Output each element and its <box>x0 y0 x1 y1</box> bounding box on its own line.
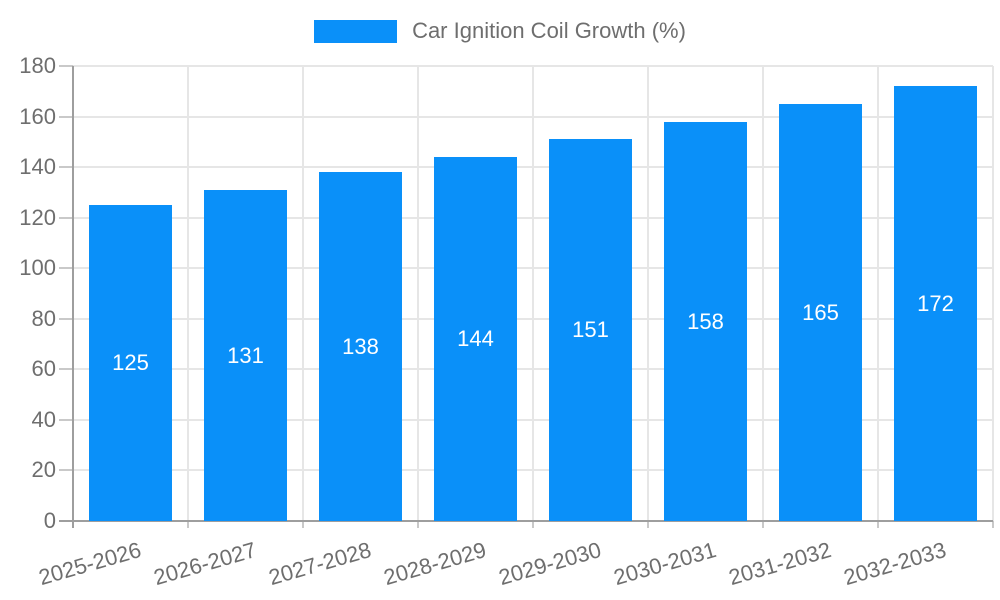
bar-value-label: 125 <box>112 350 149 375</box>
legend-swatch <box>314 19 398 43</box>
x-axis-line <box>59 520 993 522</box>
y-axis-label: 0 <box>43 508 56 533</box>
x-tick <box>417 521 419 528</box>
y-tick <box>59 166 73 169</box>
x-tick <box>187 521 189 528</box>
bar-2030-2031[interactable]: 158 <box>664 122 747 521</box>
bar-2028-2029[interactable]: 144 <box>434 157 517 521</box>
y-tick <box>59 267 73 270</box>
x-tick <box>877 521 879 528</box>
y-axis-label: 60 <box>31 356 56 382</box>
y-tick <box>59 65 73 67</box>
bar-2029-2030[interactable]: 151 <box>549 139 632 521</box>
x-gridline <box>532 66 534 521</box>
x-tick <box>532 521 534 528</box>
y-axis-label: 120 <box>19 204 56 230</box>
bar-2026-2027[interactable]: 131 <box>204 190 287 521</box>
x-gridline <box>877 66 879 521</box>
x-tick <box>762 521 764 528</box>
x-tick <box>647 521 649 528</box>
x-gridline <box>417 66 419 521</box>
bar-2027-2028[interactable]: 138 <box>319 172 402 521</box>
bar-value-label: 131 <box>227 342 264 368</box>
y-tick <box>59 115 73 118</box>
y-axis-label: 100 <box>19 255 56 281</box>
bar-value-label: 158 <box>687 308 724 334</box>
bar-value-label: 144 <box>457 326 494 351</box>
bar-value-label: 172 <box>917 290 954 316</box>
chart-legend[interactable]: Car Ignition Coil Growth (%) <box>0 18 1000 44</box>
x-gridline <box>992 66 994 521</box>
bar-2025-2026[interactable]: 125 <box>89 205 172 521</box>
y-tick <box>59 418 73 421</box>
y-axis-label: 180 <box>19 53 56 78</box>
y-tick <box>59 469 73 472</box>
y-axis-label: 140 <box>19 154 56 180</box>
x-tick <box>302 521 304 528</box>
y-axis-label: 80 <box>31 305 56 331</box>
bar-value-label: 165 <box>802 299 839 325</box>
y-tick <box>59 368 73 371</box>
x-gridline <box>647 66 649 521</box>
y-tick <box>59 216 73 219</box>
bar-value-label: 138 <box>342 333 379 359</box>
y-axis-line <box>72 66 74 528</box>
y-axis-label: 160 <box>19 103 56 129</box>
bar-2032-2033[interactable]: 172 <box>894 86 977 521</box>
x-gridline <box>302 66 304 521</box>
y-axis-label: 40 <box>31 406 56 432</box>
x-gridline <box>762 66 764 521</box>
bar-2031-2032[interactable]: 165 <box>779 104 862 521</box>
x-tick <box>992 521 994 528</box>
bar-value-label: 151 <box>572 317 609 342</box>
y-tick <box>59 317 73 320</box>
x-gridline <box>187 66 189 521</box>
legend-label: Car Ignition Coil Growth (%) <box>412 18 686 43</box>
y-axis-label: 20 <box>31 457 56 483</box>
